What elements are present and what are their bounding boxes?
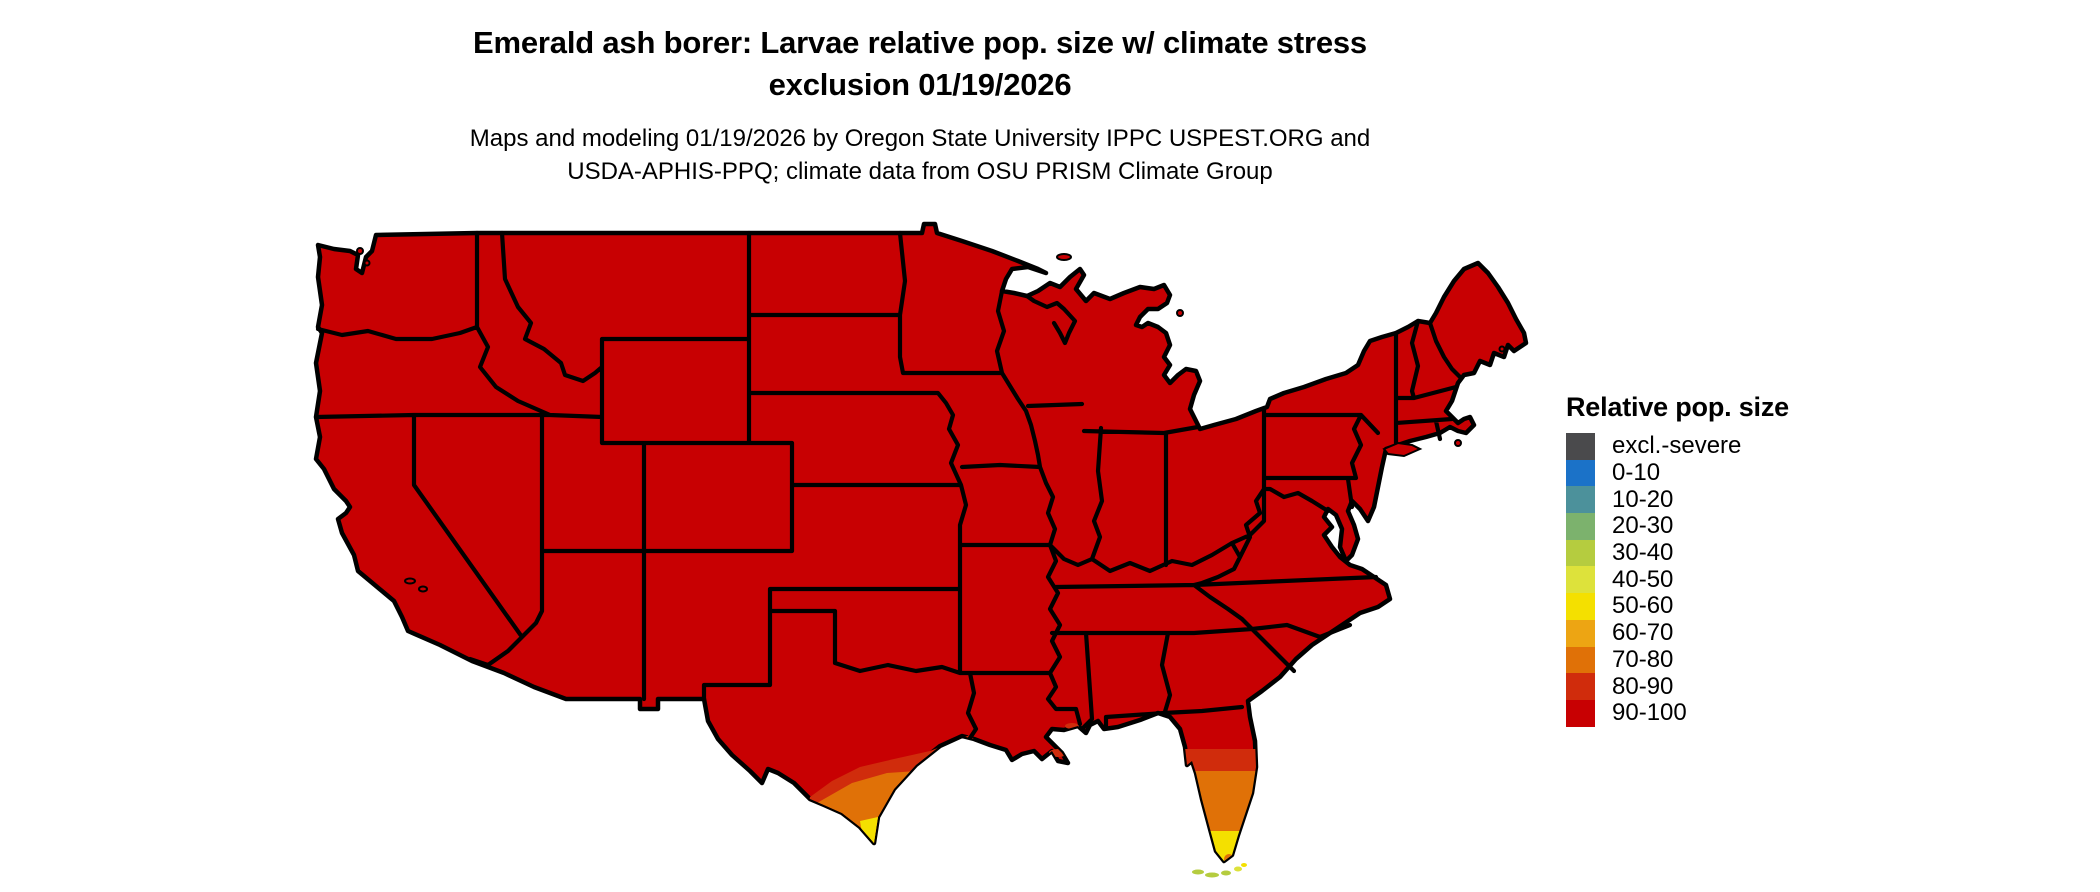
us-choropleth-map	[296, 215, 1540, 891]
legend-row: 50-60	[1566, 592, 1789, 620]
legend-swatch-20-30	[1566, 513, 1595, 540]
florida-band-80-90	[1168, 749, 1268, 771]
keys-speck-1	[1192, 869, 1204, 875]
state-borders	[313, 230, 1463, 741]
isle-royale	[1056, 253, 1072, 261]
legend-row: 70-80	[1566, 645, 1789, 674]
legend-label: 30-40	[1612, 539, 1674, 567]
channel-islands-speck2	[418, 585, 428, 593]
legend-swatch-60-70	[1566, 619, 1595, 647]
keys-speck-2	[1205, 872, 1219, 878]
legend-label: 10-20	[1612, 485, 1674, 513]
puget-island-speck2	[363, 259, 371, 267]
channel-islands-speck	[404, 577, 416, 585]
legend-swatch-10-20	[1566, 486, 1595, 514]
legend-swatch-40-50	[1566, 566, 1595, 594]
keys-speck-5	[1241, 863, 1247, 867]
legend-label: 40-50	[1612, 565, 1674, 593]
long-island	[1382, 441, 1423, 458]
map-subtitle-line1: Maps and modeling 01/19/2026 by Oregon S…	[469, 125, 1371, 152]
florida-band-70-80	[1168, 771, 1268, 831]
legend-label: 0-10	[1612, 459, 1661, 487]
legend-row: 60-70	[1566, 619, 1789, 647]
legend-row: 10-20	[1566, 485, 1789, 514]
legend-label: 70-80	[1612, 645, 1674, 673]
keys-speck-3	[1221, 870, 1231, 876]
legend-label: 90-100	[1612, 699, 1687, 727]
legend-swatch-80-90	[1566, 673, 1595, 700]
legend-rows: excl.-severe 0-10 10-20 20-30 30-40 40-5…	[1566, 432, 1789, 727]
legend-row: 80-90	[1566, 673, 1789, 700]
legend-swatch-50-60	[1566, 593, 1595, 620]
lake-huron-island-speck	[1176, 309, 1184, 317]
legend-label: 60-70	[1612, 619, 1674, 647]
map-title-line1: Emerald ash borer: Larvae relative pop. …	[473, 25, 1367, 60]
legend-row: 30-40	[1566, 539, 1789, 567]
florida-band-50-60	[1168, 831, 1268, 861]
legend-swatch-30-40	[1566, 539, 1595, 567]
map-subtitle: Maps and modeling 01/19/2026 by Oregon S…	[0, 122, 1840, 188]
map-title: Emerald ash borer: Larvae relative pop. …	[0, 22, 1840, 106]
legend-label: 20-30	[1612, 512, 1674, 540]
legend-row: 0-10	[1566, 459, 1789, 487]
cape-cod-island-speck	[1454, 439, 1462, 447]
legend-label: 80-90	[1612, 672, 1674, 700]
map-subtitle-line2: USDA-APHIS-PPQ; climate data from OSU PR…	[567, 158, 1273, 185]
map-title-line2: exclusion 01/19/2026	[768, 67, 1072, 102]
keys-speck-4	[1234, 866, 1242, 872]
legend-row: excl.-severe	[1566, 432, 1789, 460]
legend-title: Relative pop. size	[1566, 392, 1789, 422]
legend-row: 90-100	[1566, 699, 1789, 727]
legend-row: 20-30	[1566, 512, 1789, 540]
legend-row: 40-50	[1566, 565, 1789, 594]
puget-island-speck	[356, 247, 364, 255]
map-legend: Relative pop. size excl.-severe 0-10 10-…	[1566, 392, 1789, 727]
legend-label: excl.-severe	[1612, 432, 1742, 460]
legend-swatch-0-10	[1566, 459, 1595, 487]
conus-landmass	[316, 224, 1526, 861]
us-map-svg	[296, 215, 1540, 878]
legend-swatch-70-80	[1566, 646, 1595, 674]
legend-swatch-90-100	[1566, 699, 1595, 727]
legend-swatch-excl-severe	[1566, 433, 1595, 460]
legend-label: 50-60	[1612, 592, 1674, 620]
florida-keys	[1192, 863, 1247, 878]
maine-coast-speck	[1498, 345, 1506, 353]
